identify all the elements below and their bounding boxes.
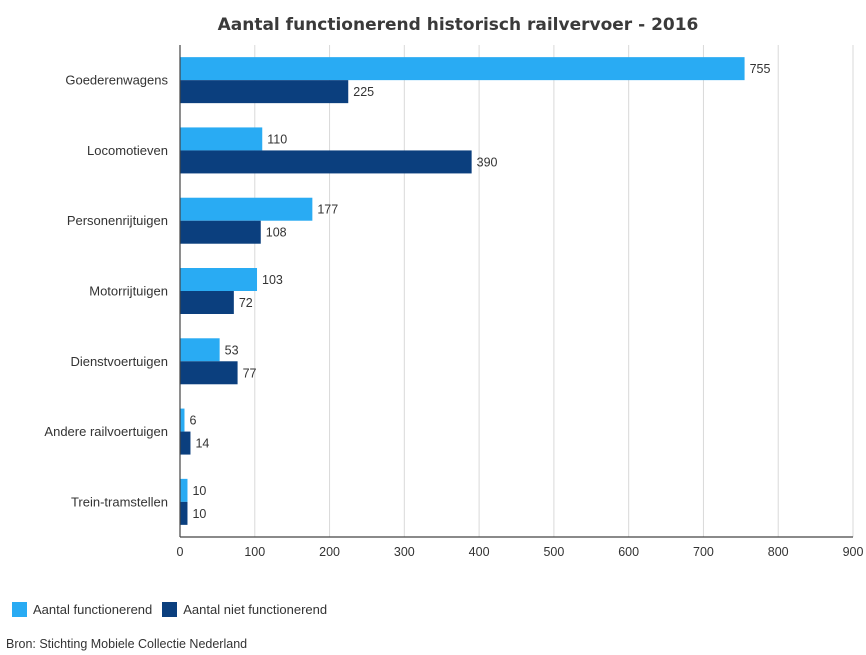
x-tick-600: 600 xyxy=(618,545,639,559)
x-tick-800: 800 xyxy=(768,545,789,559)
value-label-locomotieven-aantal-niet-functionerend: 390 xyxy=(477,155,498,169)
x-tick-700: 700 xyxy=(693,545,714,559)
x-tick-200: 200 xyxy=(319,545,340,559)
bar-dienstvoertuigen-aantal-niet-functionerend xyxy=(180,361,238,385)
legend-item-niet-functionerend: Aantal niet functionerend xyxy=(162,602,327,617)
value-label-personenrijtuigen-aantal-niet-functionerend: 108 xyxy=(266,226,287,240)
value-label-goederenwagens-aantal-niet-functionerend: 225 xyxy=(353,85,374,99)
category-label-personenrijtuigen: Personenrijtuigen xyxy=(67,213,168,228)
x-tick-900: 900 xyxy=(843,545,864,559)
source-note: Bron: Stichting Mobiele Collectie Nederl… xyxy=(6,637,248,651)
bar-personenrijtuigen-aantal-niet-functionerend xyxy=(180,220,261,244)
legend-item-functionerend: Aantal functionerend xyxy=(12,602,152,617)
category-label-goederenwagens: Goederenwagens xyxy=(65,73,168,88)
category-label-dienstvoertuigen: Dienstvoertuigen xyxy=(70,354,168,369)
x-tick-labels: 0 100 200 300 400 500 600 700 800 900 xyxy=(177,545,864,559)
value-label-personenrijtuigen-aantal-functionerend: 177 xyxy=(317,203,338,217)
bar-chart: Aantal functionerend historisch railverv… xyxy=(44,15,864,559)
bar-personenrijtuigen-aantal-functionerend xyxy=(180,197,313,221)
bars: 755 225 110 390 177 108 103 72 53 77 6 14 10 10 xyxy=(180,57,770,525)
bar-motorrijtuigen-aantal-niet-functionerend xyxy=(180,291,234,314)
bar-trein-tramstellen-aantal-functionerend xyxy=(180,478,188,502)
bar-goederenwagens-aantal-niet-functionerend xyxy=(180,80,349,104)
bar-goederenwagens-aantal-functionerend xyxy=(180,57,745,81)
value-label-trein-tramstellen-aantal-niet-functionerend: 10 xyxy=(192,507,206,521)
bar-locomotieven-aantal-functionerend xyxy=(180,127,263,151)
value-label-motorrijtuigen-aantal-niet-functionerend: 72 xyxy=(239,296,253,310)
category-label-trein-tramstellen: Trein-tramstellen xyxy=(71,494,168,509)
x-tick-500: 500 xyxy=(543,545,564,559)
x-tick-400: 400 xyxy=(469,545,490,559)
legend-swatch-functionerend xyxy=(12,602,27,617)
value-label-motorrijtuigen-aantal-functionerend: 103 xyxy=(262,273,283,287)
legend-swatch-niet-functionerend xyxy=(162,602,178,617)
category-label-andere-railvoertuigen: Andere railvoertuigen xyxy=(44,424,168,439)
value-label-dienstvoertuigen-aantal-niet-functionerend: 77 xyxy=(243,366,257,380)
bar-trein-tramstellen-aantal-niet-functionerend xyxy=(180,501,188,525)
grid-lines xyxy=(254,45,854,537)
bar-andere-railvoertuigen-aantal-functionerend xyxy=(180,408,185,432)
bar-motorrijtuigen-aantal-functionerend xyxy=(180,268,258,291)
x-tick-0: 0 xyxy=(177,545,184,559)
category-label-locomotieven: Locomotieven xyxy=(87,143,168,158)
x-tick-100: 100 xyxy=(244,545,265,559)
bar-dienstvoertuigen-aantal-functionerend xyxy=(180,338,220,362)
legend-label-functionerend: Aantal functionerend xyxy=(33,602,153,617)
value-label-goederenwagens-aantal-functionerend: 755 xyxy=(750,62,771,76)
chart-title: Aantal functionerend historisch railverv… xyxy=(218,15,699,35)
legend: Aantal functionerend Aantal niet functio… xyxy=(12,602,337,617)
value-label-andere-railvoertuigen-aantal-niet-functionerend: 14 xyxy=(195,437,209,451)
legend-label-niet-functionerend: Aantal niet functionerend xyxy=(183,602,328,617)
value-label-dienstvoertuigen-aantal-functionerend: 53 xyxy=(225,343,239,357)
category-label-motorrijtuigen: Motorrijtuigen xyxy=(89,284,168,299)
category-labels: Goederenwagens Locomotieven Personenrijtui… xyxy=(44,73,168,510)
value-label-andere-railvoertuigen-aantal-functionerend: 6 xyxy=(189,414,196,428)
value-label-trein-tramstellen-aantal-functionerend: 10 xyxy=(192,484,206,498)
bar-locomotieven-aantal-niet-functionerend xyxy=(180,150,472,174)
x-tick-300: 300 xyxy=(394,545,415,559)
bar-andere-railvoertuigen-aantal-niet-functionerend xyxy=(180,431,191,455)
value-label-locomotieven-aantal-functionerend: 110 xyxy=(267,132,287,146)
